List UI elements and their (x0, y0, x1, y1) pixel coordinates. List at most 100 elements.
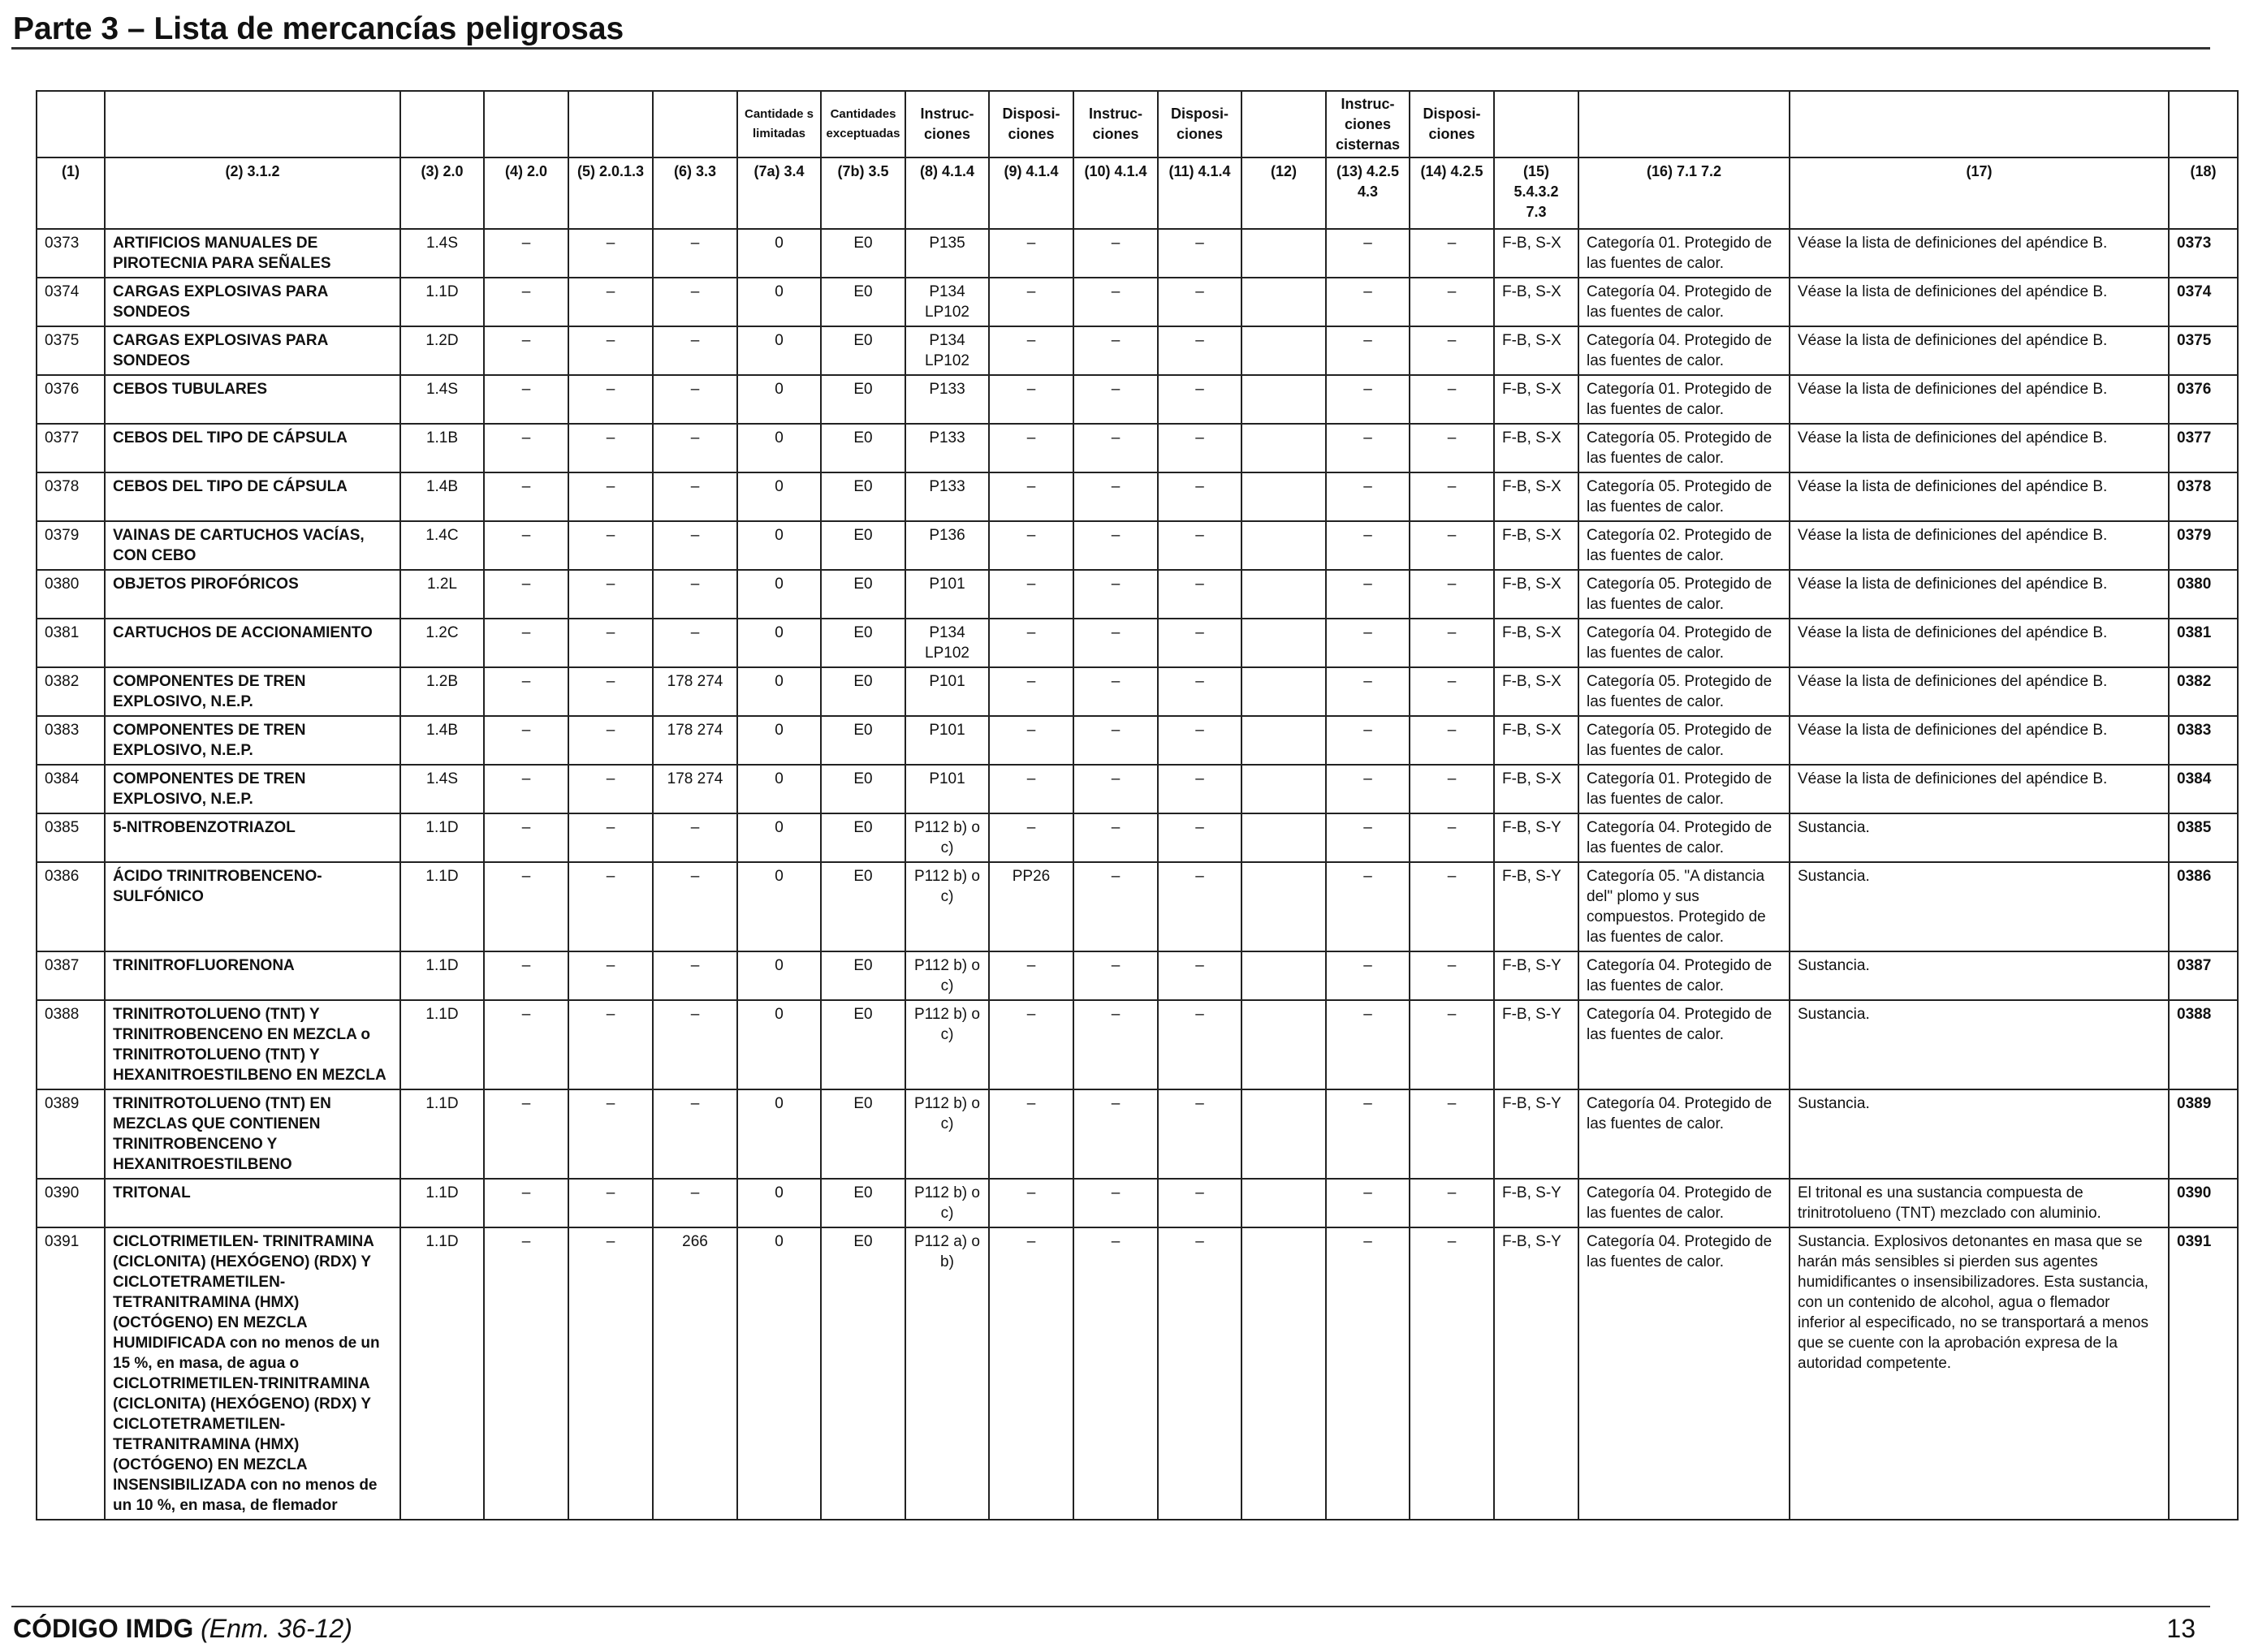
table-cell: El tritonal es una sustancia compuesta d… (1789, 1178, 2170, 1228)
table-cell: P133 (905, 472, 990, 522)
table-cell: 1.4S (399, 764, 485, 814)
table-cell: Sustancia. (1789, 861, 2170, 952)
table-cell: – (1157, 951, 1242, 1001)
table-cell: – (652, 228, 738, 278)
table-cell: 0381 (36, 618, 106, 668)
table-cell: 0389 (2168, 1089, 2239, 1180)
table-cell: F-B, S-Y (1493, 861, 1579, 952)
table-cell: E0 (820, 423, 906, 473)
table-cell: CEBOS DEL TIPO DE CÁPSULA (104, 423, 401, 473)
table-cell: Categoría 01. Protegido de las fuentes d… (1578, 764, 1790, 814)
table-cell: – (1325, 472, 1410, 522)
table-cell (1241, 569, 1327, 619)
table-cell: – (1409, 1089, 1495, 1180)
header-caption-cell (36, 90, 106, 158)
table-cell: 1.2D (399, 326, 485, 376)
header-number-cell: (3) 2.0 (399, 157, 485, 230)
table-cell (1241, 326, 1327, 376)
table-cell: F-B, S-X (1493, 326, 1579, 376)
header-caption-cell: Instruc- ciones cisternas (1325, 90, 1410, 158)
table-cell: – (568, 374, 654, 425)
table-cell: F-B, S-X (1493, 618, 1579, 668)
table-cell: – (1157, 1178, 1242, 1228)
header-number-cell: (6) 3.3 (652, 157, 738, 230)
table-cell (1241, 228, 1327, 278)
table-cell: – (652, 569, 738, 619)
table-cell: Categoría 05. Protegido de las fuentes d… (1578, 423, 1790, 473)
table-cell: – (1409, 520, 1495, 571)
table-cell: – (568, 999, 654, 1090)
table-cell: – (1409, 813, 1495, 863)
table-cell: – (988, 1178, 1074, 1228)
table-cell: – (568, 520, 654, 571)
table-cell: – (1325, 813, 1410, 863)
table-cell: 0391 (36, 1227, 106, 1520)
table-cell: – (1157, 569, 1242, 619)
table-cell: 0 (736, 228, 822, 278)
table-cell: – (1073, 569, 1159, 619)
table-cell: 0 (736, 374, 822, 425)
table-cell (1241, 374, 1327, 425)
table-row: 0383 COMPONENTES DE TREN EXPLOSIVO, N.E.P… (36, 715, 2239, 766)
table-cell: – (483, 277, 569, 327)
table-cell: – (1409, 277, 1495, 327)
table-cell: – (568, 666, 654, 717)
table-cell: – (568, 618, 654, 668)
table-cell: Véase la lista de definiciones del apénd… (1789, 423, 2170, 473)
header-caption-cell: Instruc- ciones (1073, 90, 1159, 158)
table-cell: 1.4S (399, 374, 485, 425)
table-cell: 178 274 (652, 666, 738, 717)
table-row: 0388 TRINITROTOLUENO (TNT) Y TRINITROBENC… (36, 999, 2239, 1090)
table-cell: – (652, 374, 738, 425)
table-cell (1241, 666, 1327, 717)
table-cell: Véase la lista de definiciones del apénd… (1789, 569, 2170, 619)
table-row: 0382 COMPONENTES DE TREN EXPLOSIVO, N.E.P… (36, 666, 2239, 717)
table-cell: – (1157, 228, 1242, 278)
table-cell: Categoría 01. Protegido de las fuentes d… (1578, 228, 1790, 278)
table-cell: – (652, 1089, 738, 1180)
table-cell: – (1157, 764, 1242, 814)
table-cell: – (988, 423, 1074, 473)
table-cell: E0 (820, 1227, 906, 1520)
table-cell: 0 (736, 1227, 822, 1520)
table-cell: – (483, 423, 569, 473)
table-cell: – (483, 326, 569, 376)
table-cell: – (568, 228, 654, 278)
header-number-cell: (4) 2.0 (483, 157, 569, 230)
header-caption-cell (1493, 90, 1579, 158)
table-cell: F-B, S-Y (1493, 1227, 1579, 1520)
table-row: 0378 CEBOS DEL TIPO DE CÁPSULA 1.4B – – –0 E0 P… (36, 472, 2239, 522)
table-cell: – (1325, 326, 1410, 376)
table-cell: – (1409, 861, 1495, 952)
table-cell: – (483, 715, 569, 766)
table-cell: – (1073, 999, 1159, 1090)
table-cell: ÁCIDO TRINITROBENCENO- SULFÓNICO (104, 861, 401, 952)
table-cell: 0381 (2168, 618, 2239, 668)
table-cell: – (1157, 472, 1242, 522)
table-row: 0375 CARGAS EXPLOSIVAS PARA SONDEOS 1.2D – –… (36, 326, 2239, 376)
table-cell: – (1157, 1089, 1242, 1180)
page-title: Parte 3 – Lista de mercancías peligrosas (13, 11, 624, 46)
table-cell: 0 (736, 277, 822, 327)
table-cell: 0 (736, 472, 822, 522)
table-cell: Categoría 05. Protegido de las fuentes d… (1578, 715, 1790, 766)
table-cell: 0375 (2168, 326, 2239, 376)
table-cell: – (1325, 228, 1410, 278)
table-cell: – (483, 1227, 569, 1520)
table-cell: – (568, 861, 654, 952)
table-cell: – (988, 1089, 1074, 1180)
table-cell: – (1409, 228, 1495, 278)
table-cell: E0 (820, 951, 906, 1001)
table-row: 0376 CEBOS TUBULARES 1.4S – – –0 E0 P133– – – – – F-… (36, 374, 2239, 425)
table-cell: – (568, 423, 654, 473)
table-cell: – (1157, 1227, 1242, 1520)
header-caption-cell (483, 90, 569, 158)
table-cell: – (1409, 666, 1495, 717)
table-cell: 0383 (36, 715, 106, 766)
table-cell: CARGAS EXPLOSIVAS PARA SONDEOS (104, 277, 401, 327)
table-cell: – (1409, 715, 1495, 766)
table-cell: P101 (905, 666, 990, 717)
table-cell: – (568, 277, 654, 327)
table-cell: F-B, S-X (1493, 666, 1579, 717)
table-cell: Véase la lista de definiciones del apénd… (1789, 472, 2170, 522)
